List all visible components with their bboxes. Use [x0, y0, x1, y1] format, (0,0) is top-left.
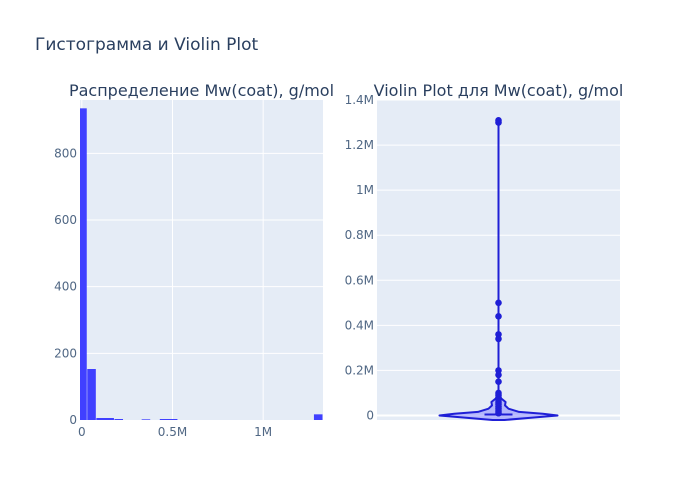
histogram-bars	[80, 108, 323, 420]
violin-y-tick-label: 0.6M	[345, 273, 374, 287]
histogram-bar	[87, 369, 96, 420]
violin-panel: 0 0.2M 0.4M 0.6M 0.8M 1M 1.2M 1.4M Violin Plot …	[345, 81, 624, 422]
violin-title: Violin Plot для Mw(coat), g/mol	[374, 81, 624, 100]
histogram-bar	[114, 419, 124, 420]
histogram-bar	[141, 419, 151, 420]
violin-outlier-points	[495, 116, 502, 417]
violin-y-tick-label: 0.8M	[345, 228, 374, 242]
violin-y-tick-label: 0.4M	[345, 318, 374, 332]
histogram-x-tick-label: 0.5M	[158, 425, 187, 439]
violin-y-tick-label: 1.4M	[345, 93, 374, 107]
histogram-title: Распределение Mw(coat), g/mol	[69, 81, 334, 100]
violin-point	[495, 313, 502, 320]
figure-title: Гистограмма и Violin Plot	[35, 35, 259, 55]
histogram-y-tick-label: 800	[54, 146, 77, 160]
histogram-bar	[159, 419, 178, 420]
violin-y-tick-label: 0	[366, 408, 374, 422]
histogram-panel: 0 200 400 600 800 0 0.5M 1M Распределение Mw(c…	[54, 81, 334, 439]
violin-y-tick-label: 1M	[356, 183, 374, 197]
histogram-y-grid	[80, 152, 323, 354]
violin-point	[495, 409, 502, 417]
histogram-y-tick-label: 400	[54, 280, 77, 294]
histogram-x-tick-label: 1M	[254, 425, 272, 439]
histogram-bar	[96, 418, 114, 420]
violin-point	[495, 116, 502, 124]
violin-y-tick-labels: 0 0.2M 0.4M 0.6M 0.8M 1M 1.2M 1.4M	[345, 93, 374, 422]
histogram-x-tick-labels: 0 0.5M 1M	[78, 425, 272, 439]
histogram-y-tick-label: 200	[54, 346, 77, 360]
histogram-y-tick-label: 600	[54, 213, 77, 227]
histogram-bar	[80, 108, 87, 420]
violin-point	[495, 299, 502, 307]
violin-point	[495, 335, 502, 343]
histogram-bar	[313, 414, 323, 420]
violin-y-tick-label: 0.2M	[345, 363, 374, 377]
histogram-y-tick-label: 0	[69, 413, 77, 427]
violin-y-tick-label: 1.2M	[345, 138, 374, 152]
histogram-plot-area	[80, 100, 323, 420]
violin-point	[495, 371, 502, 379]
histogram-y-tick-labels: 0 200 400 600 800	[54, 146, 77, 427]
violin-point	[495, 378, 502, 385]
histogram-x-tick-label: 0	[78, 425, 86, 439]
